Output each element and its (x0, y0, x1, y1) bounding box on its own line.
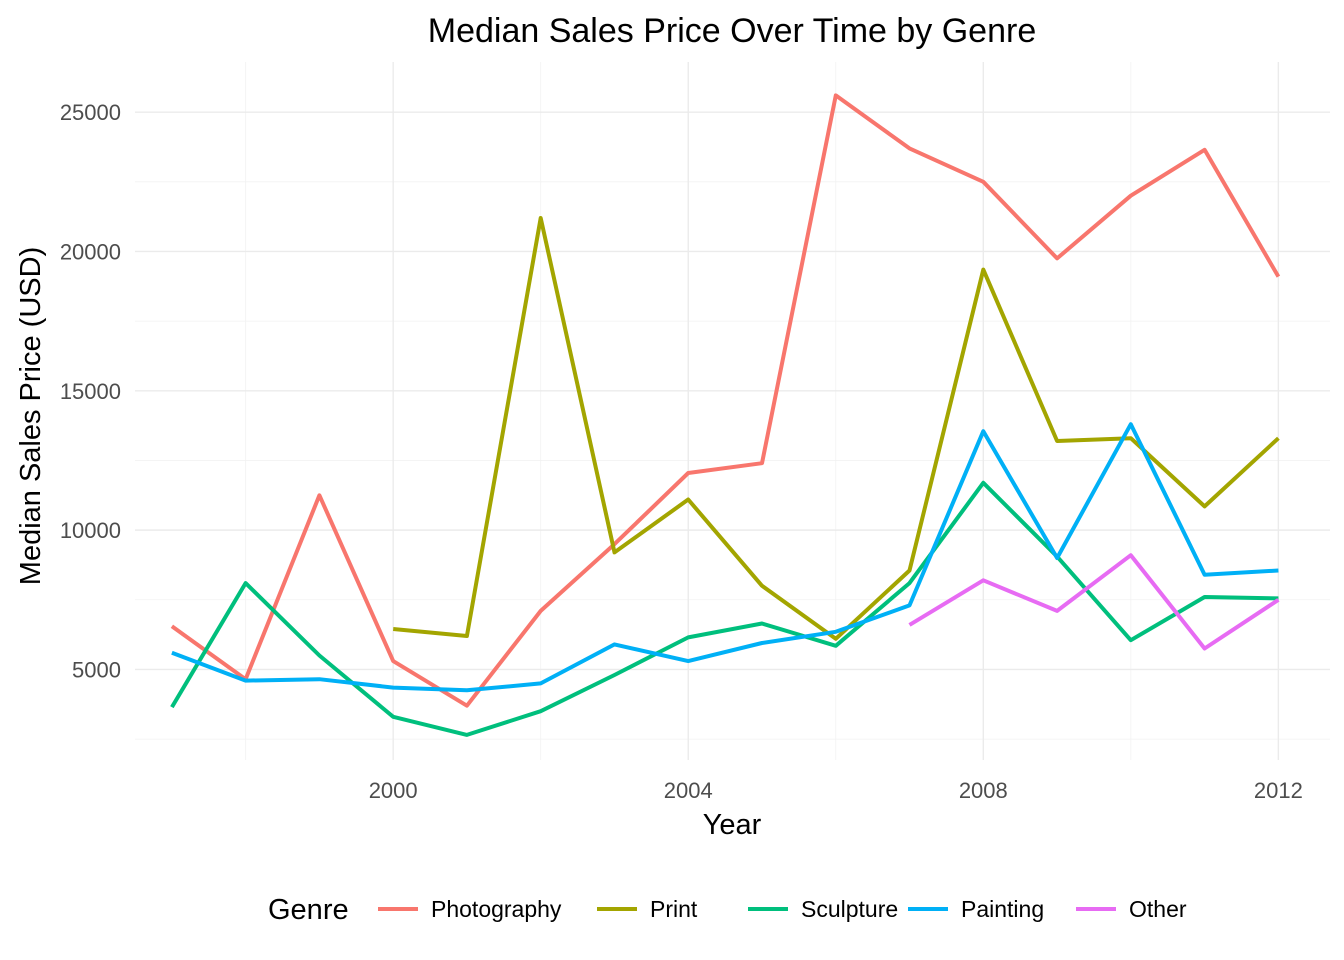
x-axis-tick-labels: 2000 2004 2008 2012 (369, 778, 1303, 803)
y-axis-title: Median Sales Price (USD) (15, 247, 47, 585)
x-tick-label: 2008 (959, 778, 1008, 803)
series-line-photography (170, 93, 1281, 708)
x-tick-label: 2004 (664, 778, 713, 803)
legend-label-sculpture: Sculpture (801, 896, 898, 922)
legend-label-photography: Photography (431, 896, 562, 922)
series-line-sculpture (170, 480, 1279, 737)
legend-label-print: Print (650, 896, 698, 922)
y-tick-label: 20000 (60, 239, 121, 264)
x-axis-title: Year (703, 809, 762, 841)
y-tick-label: 5000 (72, 657, 121, 682)
x-tick-label: 2000 (369, 778, 418, 803)
series-line-other (908, 553, 1280, 651)
series-line-painting (171, 422, 1279, 693)
legend-label-other: Other (1129, 896, 1187, 922)
grid (135, 62, 1330, 760)
y-axis-tick-labels: 5000 10000 15000 20000 25000 (60, 100, 121, 682)
y-tick-label: 15000 (60, 379, 121, 404)
legend-label-painting: Painting (961, 896, 1044, 922)
legend-title: Genre (268, 894, 349, 926)
chart-title: Median Sales Price Over Time by Genre (428, 12, 1036, 50)
x-tick-label: 2012 (1254, 778, 1303, 803)
legend-items: Photography Print Sculpture Painting Other (378, 896, 1187, 922)
y-tick-label: 10000 (60, 518, 121, 543)
y-tick-label: 25000 (60, 100, 121, 125)
series-lines (170, 93, 1281, 737)
series-line-print (393, 216, 1280, 641)
legend: Genre Photography Print Sculpture Painting O… (268, 894, 1187, 926)
